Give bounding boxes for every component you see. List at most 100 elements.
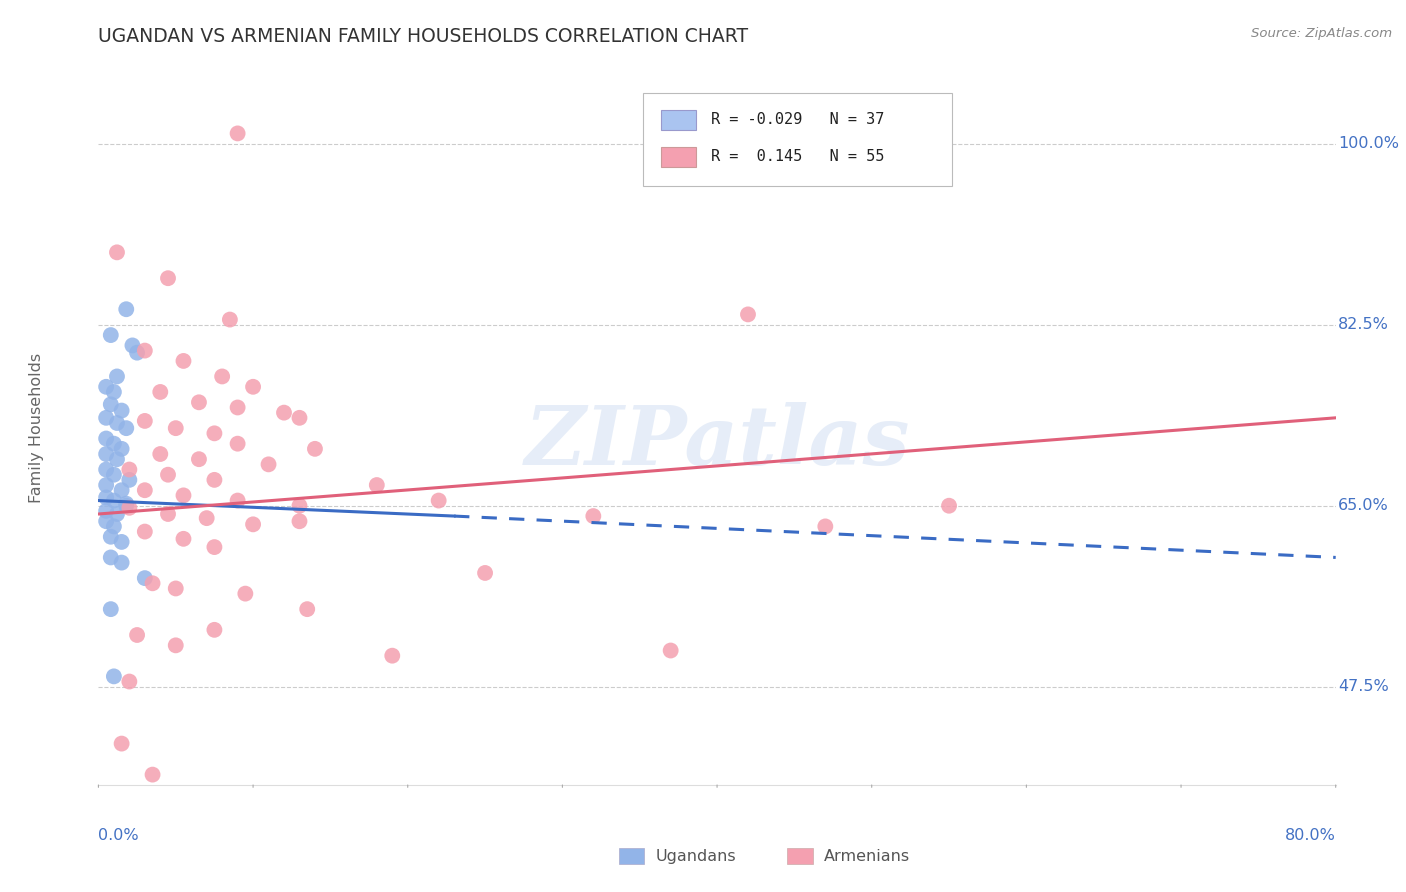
Point bbox=[100, 550, 122, 565]
Point bbox=[103, 384, 125, 399]
Point bbox=[165, 582, 187, 596]
Point bbox=[105, 245, 128, 260]
Point bbox=[474, 566, 496, 580]
Point bbox=[427, 493, 450, 508]
Point bbox=[288, 514, 311, 528]
Point bbox=[219, 312, 242, 326]
Text: Source: ZipAtlas.com: Source: ZipAtlas.com bbox=[1251, 27, 1392, 40]
Point bbox=[105, 507, 128, 521]
Point bbox=[188, 452, 211, 467]
FancyBboxPatch shape bbox=[643, 93, 952, 186]
Point bbox=[96, 410, 118, 425]
Point bbox=[103, 669, 125, 683]
Point bbox=[118, 674, 141, 689]
Point bbox=[100, 397, 122, 411]
Point bbox=[115, 497, 138, 511]
Point bbox=[96, 447, 118, 461]
Point bbox=[134, 571, 156, 585]
Point bbox=[204, 623, 226, 637]
Point bbox=[103, 467, 125, 482]
Point bbox=[157, 507, 180, 521]
Point bbox=[157, 467, 180, 482]
Point bbox=[103, 436, 125, 450]
Point bbox=[100, 530, 122, 544]
Point bbox=[188, 395, 211, 409]
Point bbox=[165, 638, 187, 652]
Point bbox=[115, 302, 138, 317]
Point bbox=[111, 483, 132, 498]
Point bbox=[134, 414, 156, 428]
Point bbox=[226, 401, 249, 415]
Text: R =  0.145   N = 55: R = 0.145 N = 55 bbox=[711, 150, 884, 164]
Point bbox=[103, 493, 125, 508]
Text: 0.0%: 0.0% bbox=[98, 828, 139, 843]
Point bbox=[288, 499, 311, 513]
Point bbox=[118, 473, 141, 487]
Point bbox=[105, 416, 128, 430]
Point bbox=[96, 432, 118, 446]
Point bbox=[105, 369, 128, 384]
Point bbox=[100, 328, 122, 343]
Point bbox=[103, 519, 125, 533]
Point bbox=[737, 307, 759, 321]
Text: 47.5%: 47.5% bbox=[1339, 679, 1389, 694]
Point bbox=[134, 483, 156, 498]
Point bbox=[96, 514, 118, 528]
Point bbox=[111, 535, 132, 549]
Point bbox=[96, 491, 118, 505]
Point bbox=[141, 767, 165, 781]
Point bbox=[115, 421, 138, 435]
Point bbox=[96, 504, 118, 518]
Point bbox=[149, 447, 172, 461]
Text: Ugandans: Ugandans bbox=[655, 849, 735, 863]
Point bbox=[111, 442, 132, 456]
Point bbox=[96, 380, 118, 394]
Point bbox=[381, 648, 404, 663]
Text: Family Households: Family Households bbox=[30, 353, 44, 503]
Point bbox=[226, 436, 249, 450]
Point bbox=[111, 403, 132, 417]
Point bbox=[273, 406, 295, 420]
Point bbox=[100, 602, 122, 616]
Point bbox=[304, 442, 326, 456]
Point bbox=[127, 345, 149, 359]
Text: 82.5%: 82.5% bbox=[1339, 318, 1389, 332]
Point bbox=[115, 499, 138, 513]
Point bbox=[149, 384, 172, 399]
Point bbox=[111, 737, 132, 751]
Text: 100.0%: 100.0% bbox=[1339, 136, 1399, 152]
Point bbox=[118, 462, 141, 476]
Point bbox=[105, 452, 128, 467]
Text: UGANDAN VS ARMENIAN FAMILY HOUSEHOLDS CORRELATION CHART: UGANDAN VS ARMENIAN FAMILY HOUSEHOLDS CO… bbox=[98, 27, 748, 45]
Point bbox=[157, 271, 180, 285]
Point bbox=[165, 421, 187, 435]
Point bbox=[195, 511, 218, 525]
Point bbox=[134, 524, 156, 539]
Text: ZIPatlas: ZIPatlas bbox=[524, 402, 910, 483]
Point bbox=[96, 462, 118, 476]
Point bbox=[226, 493, 249, 508]
Point bbox=[172, 488, 194, 502]
FancyBboxPatch shape bbox=[661, 147, 696, 167]
Point bbox=[118, 500, 141, 515]
Point bbox=[211, 369, 233, 384]
Point bbox=[659, 643, 682, 657]
Point bbox=[288, 410, 311, 425]
Point bbox=[172, 354, 194, 368]
Point bbox=[257, 458, 280, 472]
Point bbox=[127, 628, 149, 642]
Point bbox=[172, 532, 194, 546]
Text: 80.0%: 80.0% bbox=[1285, 828, 1336, 843]
Point bbox=[235, 587, 257, 601]
Point bbox=[297, 602, 319, 616]
Point bbox=[814, 519, 837, 533]
Point bbox=[96, 478, 118, 492]
Point bbox=[141, 576, 165, 591]
Point bbox=[242, 517, 264, 532]
Point bbox=[204, 540, 226, 554]
Point bbox=[366, 478, 388, 492]
Text: R = -0.029   N = 37: R = -0.029 N = 37 bbox=[711, 112, 884, 128]
Point bbox=[121, 338, 143, 352]
Point bbox=[242, 380, 264, 394]
Point bbox=[226, 127, 249, 141]
